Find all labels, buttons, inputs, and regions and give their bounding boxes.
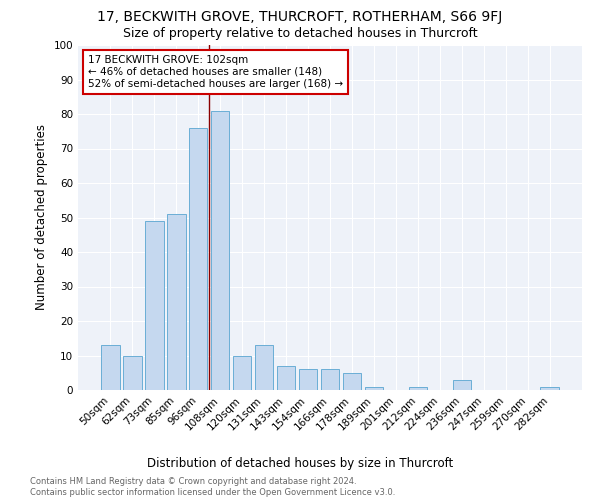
Text: 17 BECKWITH GROVE: 102sqm
← 46% of detached houses are smaller (148)
52% of semi: 17 BECKWITH GROVE: 102sqm ← 46% of detac… (88, 56, 343, 88)
Bar (409, 386, 427, 390)
Bar (211, 110, 229, 390)
Bar (145, 221, 164, 390)
Bar (452, 380, 471, 390)
Bar (189, 128, 208, 390)
Y-axis label: Number of detached properties: Number of detached properties (35, 124, 48, 310)
Bar (123, 356, 142, 390)
Bar (255, 345, 274, 390)
Bar (320, 370, 340, 390)
Bar (101, 345, 119, 390)
Bar (343, 373, 361, 390)
Text: Contains HM Land Registry data © Crown copyright and database right 2024.
Contai: Contains HM Land Registry data © Crown c… (30, 478, 395, 497)
Bar (299, 370, 317, 390)
Bar (365, 386, 383, 390)
Bar (233, 356, 251, 390)
Text: 17, BECKWITH GROVE, THURCROFT, ROTHERHAM, S66 9FJ: 17, BECKWITH GROVE, THURCROFT, ROTHERHAM… (97, 10, 503, 24)
Text: Size of property relative to detached houses in Thurcroft: Size of property relative to detached ho… (122, 28, 478, 40)
Bar (277, 366, 295, 390)
Bar (167, 214, 185, 390)
Text: Distribution of detached houses by size in Thurcroft: Distribution of detached houses by size … (147, 458, 453, 470)
Bar (541, 386, 559, 390)
